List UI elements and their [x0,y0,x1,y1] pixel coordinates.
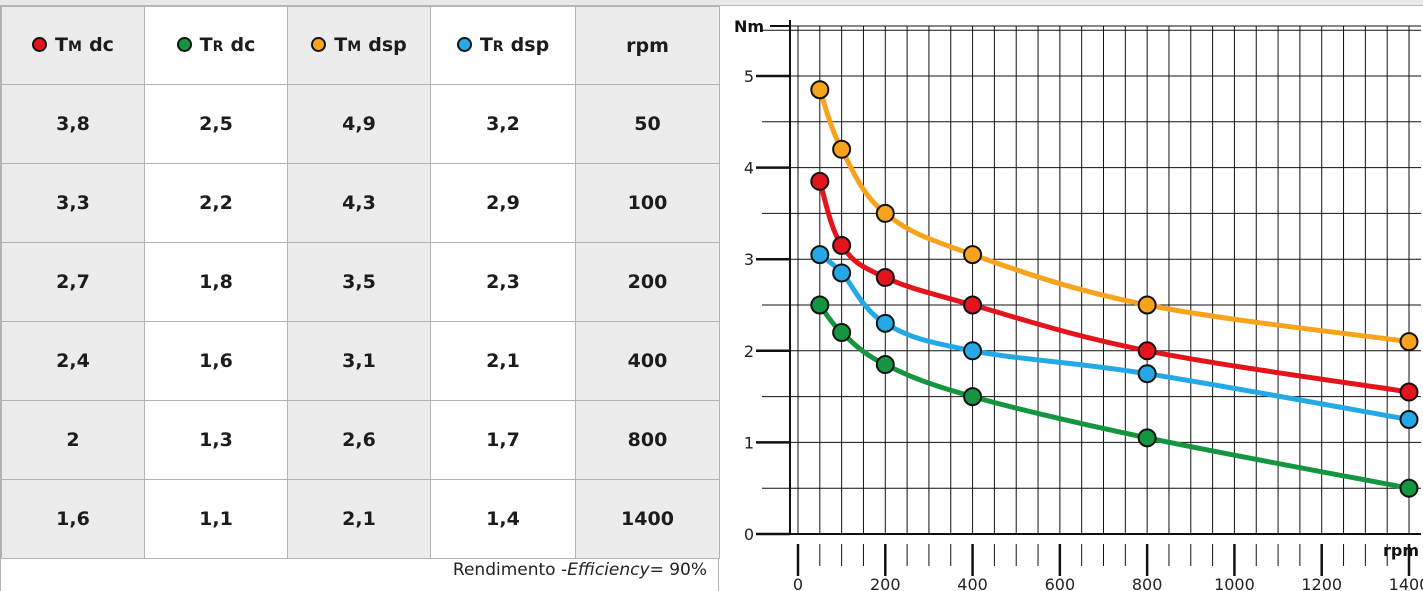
table-row: 2 1,3 2,6 1,7 800 [1,400,720,480]
x-tick-label: 1000 [1214,575,1255,591]
x-tick-label: 800 [1132,575,1163,591]
data-point [810,245,830,265]
table-cell: 2,6 [287,400,431,480]
table-cell: 4,3 [287,163,431,243]
header-tm-dc: TM dc [1,6,145,85]
table-cell: 1,8 [144,242,288,322]
table-cell: 1,4 [430,479,576,559]
table-cell: 1,7 [430,400,576,480]
x-tick-label: 1200 [1301,575,1342,591]
data-point [963,341,983,361]
data-point [1399,478,1419,498]
y-tick-label: 2 [744,342,754,361]
chart-background [720,6,1423,591]
red-dot-icon [32,37,48,53]
data-point [1137,364,1157,384]
table-cell: 3,5 [287,242,431,322]
table-cell: 2,1 [430,321,576,401]
data-point [1137,341,1157,361]
torque-chart: 0 1 2 3 4 5 Nm 0 200 400 600 800 1000 1200 1400 rpm [720,6,1423,591]
torque-chart-panel: 0 1 2 3 4 5 Nm 0 200 400 600 800 1000 1200 1400 rpm [720,6,1423,591]
data-point [963,295,983,315]
x-tick-label: 400 [957,575,988,591]
data-point [832,139,852,159]
data-point [1137,428,1157,448]
table-cell: 2,7 [1,242,145,322]
y-tick-label: 5 [744,67,754,86]
table-cell: 100 [575,163,720,243]
data-point [963,387,983,407]
efficiency-note: Rendimento - Efficiency = 90% [452,560,707,580]
table-cell: 1,3 [144,400,288,480]
data-point [1137,295,1157,315]
data-point [1399,382,1419,402]
table-cell: 2,3 [430,242,576,322]
x-tick-label: 600 [1045,575,1076,591]
table-cell: 2,9 [430,163,576,243]
data-point [1399,332,1419,352]
data-point [875,313,895,333]
table-header-row: TM dc TR dc TM dsp TR dsp [1,6,720,85]
data-point [810,171,830,191]
x-axis-label: rpm [1383,541,1419,560]
table-row: 3,3 2,2 4,3 2,9 100 [1,163,720,243]
data-point [810,295,830,315]
y-tick-label: 0 [744,525,754,544]
table-cell: 3,3 [1,163,145,243]
data-point [832,235,852,255]
table-cell: 1,6 [144,321,288,401]
y-tick-label: 1 [744,433,754,452]
data-point [875,268,895,288]
table-row: 3,8 2,5 4,9 3,2 50 [1,84,720,164]
table-cell: 4,9 [287,84,431,164]
data-table-panel: TM dc TR dc TM dsp TR dsp [0,6,720,591]
table-cell: 400 [575,321,720,401]
data-point [875,355,895,375]
table-cell: 800 [575,400,720,480]
table-cell: 2,1 [287,479,431,559]
top-strip [0,0,1423,6]
table-cell: 2,2 [144,163,288,243]
table-cell: 3,2 [430,84,576,164]
table-cell: 1400 [575,479,720,559]
table-cell: 2,4 [1,321,145,401]
table-row: 1,6 1,1 2,1 1,4 1400 [1,479,720,559]
table-cell: 3,1 [287,321,431,401]
data-point [832,322,852,342]
data-point [832,263,852,283]
header-tr-dc: TR dc [144,6,288,85]
torque-table: TM dc TR dc TM dsp TR dsp [1,6,720,559]
y-tick-label: 3 [744,250,754,269]
table-cell: 3,8 [1,84,145,164]
orange-dot-icon [311,37,327,53]
header-tm-dsp: TM dsp [287,6,431,85]
green-dot-icon [176,37,192,53]
data-point [963,245,983,265]
table-cell: 50 [575,84,720,164]
data-point [1399,410,1419,429]
table-cell: 2,5 [144,84,288,164]
table-row: 2,4 1,6 3,1 2,1 400 [1,321,720,401]
table-cell: 1,6 [1,479,145,559]
table-row: 2,7 1,8 3,5 2,3 200 [1,242,720,322]
header-rpm: rpm [575,6,720,85]
blue-dot-icon [456,37,472,53]
y-tick-label: 4 [744,159,754,178]
data-point [810,80,830,100]
table-cell: 1,1 [144,479,288,559]
table-cell: 200 [575,242,720,322]
x-tick-label: 1400 [1389,575,1423,591]
x-tick-label: 200 [870,575,901,591]
header-tr-dsp: TR dsp [430,6,576,85]
data-point [875,203,895,223]
table-cell: 2 [1,400,145,480]
y-axis-label: Nm [734,17,764,36]
x-tick-label: 0 [793,575,803,591]
